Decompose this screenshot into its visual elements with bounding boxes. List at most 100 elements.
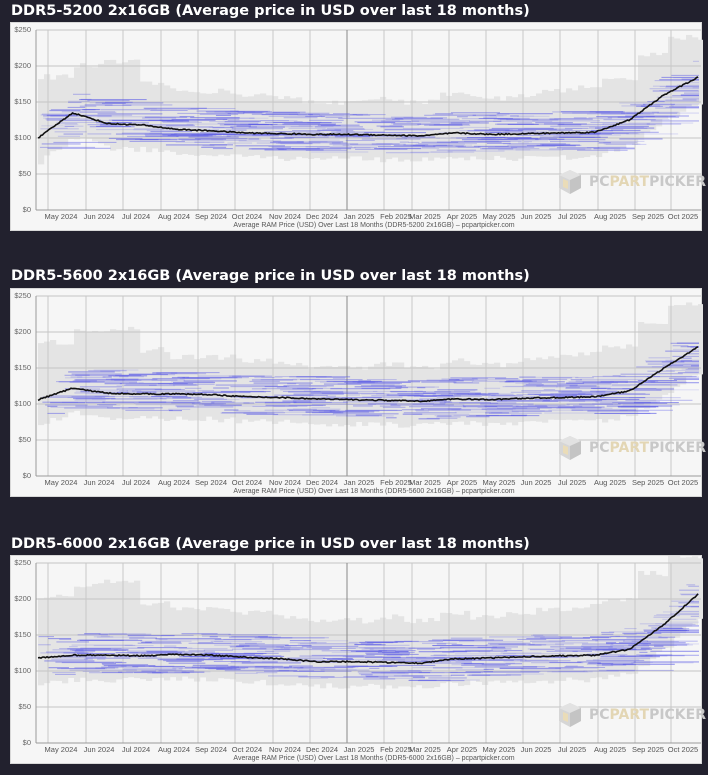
watermark-text: PC — [589, 707, 610, 723]
y-axis-tick-label: $50 — [18, 702, 31, 711]
x-axis-tick-label: May 2024 — [44, 745, 78, 754]
average-price-line — [37, 593, 699, 665]
y-axis-tick-label: $100 — [14, 666, 31, 675]
x-axis-tick-label: Feb 2025 — [380, 212, 412, 221]
x-axis-tick-label: Aug 2025 — [593, 212, 627, 221]
x-axis-tick-label: Jul 2025 — [557, 212, 587, 221]
pcpartpicker-watermark: PCPARTPICKER — [589, 174, 706, 190]
chart-caption: Average RAM Price (USD) Over Last 18 Mon… — [233, 222, 515, 229]
x-axis-tick-label: Feb 2025 — [380, 478, 412, 487]
x-axis-tick-label: Nov 2024 — [268, 478, 302, 487]
x-axis-tick-label: Mar 2025 — [409, 212, 441, 221]
watermark-text: PC — [589, 174, 610, 190]
y-axis-tick-label: $0 — [22, 471, 31, 480]
chart-svg — [35, 295, 703, 477]
x-axis-tick-label: Jul 2025 — [557, 745, 587, 754]
pcpartpicker-watermark: PCPARTPICKER — [589, 440, 706, 456]
x-axis-tick-label: May 2025 — [482, 745, 516, 754]
x-axis-tick-label: Aug 2025 — [593, 478, 627, 487]
chart-panel: PCPARTPICKER $250 $200 $150 $100 $50 $0 May 202… — [10, 555, 706, 764]
x-axis-tick-label: Jul 2024 — [121, 745, 151, 754]
x-axis-tick-label: Aug 2025 — [593, 745, 627, 754]
x-axis-tick-label: Jun 2025 — [520, 745, 552, 754]
x-axis-tick-label: Mar 2025 — [409, 745, 441, 754]
x-axis-tick-label: Oct 2024 — [231, 478, 263, 487]
retailer-price-lines — [39, 60, 699, 154]
average-price-line — [37, 346, 699, 403]
y-axis-tick-label: $150 — [14, 630, 31, 639]
x-axis-tick-label: May 2025 — [482, 478, 516, 487]
y-axis-tick-label: $50 — [18, 169, 31, 178]
x-axis-tick-label: Jul 2024 — [121, 478, 151, 487]
x-axis-tick-label: Feb 2025 — [380, 745, 412, 754]
x-axis-tick-label: Sep 2025 — [631, 478, 665, 487]
x-axis-tick-label: Aug 2024 — [157, 478, 191, 487]
chart-panel: PCPARTPICKER $250 $200 $150 $100 $50 $0 May 202… — [10, 22, 706, 231]
x-axis-tick-label: Oct 2025 — [667, 212, 699, 221]
x-axis-tick-label: Oct 2025 — [667, 478, 699, 487]
x-axis-tick-label: Sep 2024 — [194, 745, 228, 754]
watermark-text: PC — [589, 440, 610, 456]
x-axis-tick-label: Jun 2024 — [83, 212, 115, 221]
x-axis-tick-label: Oct 2024 — [231, 212, 263, 221]
x-axis-tick-label: Sep 2025 — [631, 212, 665, 221]
chart-caption: Average RAM Price (USD) Over Last 18 Mon… — [233, 755, 515, 762]
chart-title: DDR5-5600 2x16GB (Average price in USD o… — [11, 268, 530, 284]
x-axis-tick-label: Jan 2025 — [343, 478, 375, 487]
watermark-text-accent: PART — [609, 707, 650, 723]
chart-title: DDR5-5200 2x16GB (Average price in USD o… — [11, 3, 530, 19]
x-axis-tick-label: Jul 2024 — [121, 212, 151, 221]
watermark-text: PICKER — [649, 440, 706, 456]
watermark-text-accent: PART — [609, 174, 650, 190]
x-axis-tick-label: Oct 2024 — [231, 745, 263, 754]
x-axis-tick-label: Nov 2024 — [268, 745, 302, 754]
x-axis-tick-label: Apr 2025 — [446, 478, 478, 487]
y-axis-tick-label: $250 — [14, 291, 31, 300]
average-price-line — [37, 76, 699, 139]
x-axis-tick-label: Jun 2024 — [83, 478, 115, 487]
x-axis-tick-label: Jan 2025 — [343, 745, 375, 754]
x-axis-tick-label: May 2024 — [44, 478, 78, 487]
x-axis-tick-label: May 2024 — [44, 212, 78, 221]
pcpartpicker-watermark: PCPARTPICKER — [589, 707, 706, 723]
x-axis-tick-label: Aug 2024 — [157, 212, 191, 221]
x-axis-tick-label: May 2025 — [482, 212, 516, 221]
x-axis-tick-label: Dec 2024 — [305, 212, 339, 221]
chart-svg — [35, 556, 703, 744]
y-axis-tick-label: $200 — [14, 594, 31, 603]
chart-caption: Average RAM Price (USD) Over Last 18 Mon… — [233, 488, 515, 495]
y-axis-tick-label: $200 — [14, 61, 31, 70]
y-axis-tick-label: $150 — [14, 97, 31, 106]
chart-svg — [35, 29, 703, 211]
y-axis-tick-label: $100 — [14, 133, 31, 142]
x-axis-tick-label: Oct 2025 — [667, 745, 699, 754]
y-axis-tick-label: $50 — [18, 435, 31, 444]
y-axis-tick-label: $0 — [22, 738, 31, 747]
y-axis-tick-label: $250 — [14, 558, 31, 567]
x-axis-tick-label: Jun 2025 — [520, 212, 552, 221]
x-axis-tick-label: Sep 2025 — [631, 745, 665, 754]
watermark-text-accent: PART — [609, 440, 650, 456]
x-axis-tick-label: Jan 2025 — [343, 212, 375, 221]
x-axis-tick-label: Nov 2024 — [268, 212, 302, 221]
x-axis-tick-label: Dec 2024 — [305, 745, 339, 754]
chart-panel: PCPARTPICKER $250 $200 $150 $100 $50 $0 May 202… — [10, 288, 706, 497]
x-axis-tick-label: Sep 2024 — [194, 212, 228, 221]
y-axis-tick-label: $250 — [14, 25, 31, 34]
x-axis-tick-label: Aug 2024 — [157, 745, 191, 754]
y-axis-tick-label: $150 — [14, 363, 31, 372]
y-axis-tick-label: $200 — [14, 327, 31, 336]
x-axis-tick-label: Sep 2024 — [194, 478, 228, 487]
x-axis-tick-label: Jul 2025 — [557, 478, 587, 487]
x-axis-tick-label: Jun 2025 — [520, 478, 552, 487]
x-axis-tick-label: Mar 2025 — [409, 478, 441, 487]
x-axis-tick-label: Jun 2024 — [83, 745, 115, 754]
chart-title: DDR5-6000 2x16GB (Average price in USD o… — [11, 536, 530, 552]
y-axis-tick-label: $0 — [22, 205, 31, 214]
price-range-shading — [38, 556, 703, 689]
watermark-text: PICKER — [649, 174, 706, 190]
x-axis-tick-label: Apr 2025 — [446, 212, 478, 221]
x-axis-tick-label: Dec 2024 — [305, 478, 339, 487]
watermark-text: PICKER — [649, 707, 706, 723]
x-axis-tick-label: Apr 2025 — [446, 745, 478, 754]
